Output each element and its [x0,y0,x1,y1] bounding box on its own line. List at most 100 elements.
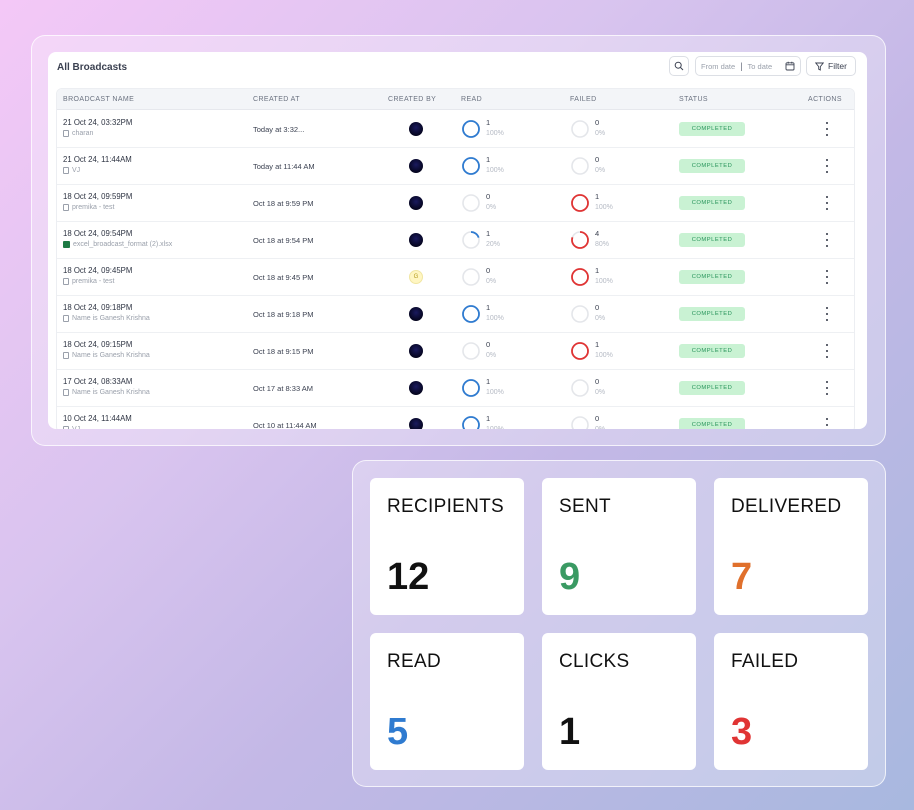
table-row[interactable]: 18 Oct 24, 09:54PM excel_broadcast_format… [57,222,854,259]
broadcast-source-label: VJ [72,426,80,429]
search-button[interactable] [669,56,689,76]
table-row[interactable]: 18 Oct 24, 09:45PM premika - test Oct 18 a… [57,259,854,296]
page-title: All Broadcasts [57,62,128,73]
search-icon [674,61,684,71]
broadcast-source-label: premika - test [72,204,115,211]
more-actions-icon[interactable] [825,418,829,429]
table-row[interactable]: 21 Oct 24, 11:44AM VJ Today at 11:44 AM 1 10… [57,148,854,185]
failed-progress-ring [571,157,589,175]
failed-count: 0 [595,155,600,164]
avatar [409,344,423,358]
file-icon [63,167,69,174]
broadcast-name[interactable]: 21 Oct 24, 11:44AM [63,155,132,164]
failed-progress-ring [571,416,589,429]
broadcast-name[interactable]: 21 Oct 24, 03:32PM [63,118,133,127]
failed-progress-ring [571,379,589,397]
failed-progress-ring [571,342,589,360]
broadcast-source: VJ [63,167,80,174]
col-created-at[interactable]: CREATED AT [253,96,300,103]
created-at: Oct 18 at 9:59 PM [253,199,314,208]
status-badge: COMPLETED [679,307,745,321]
stat-card-sent: SENT 9 [542,478,696,615]
file-icon [63,204,69,211]
broadcast-source-label: Name is Ganesh Krishna [72,315,150,322]
stat-value: 9 [559,556,581,598]
created-at: Oct 18 at 9:18 PM [253,310,314,319]
more-actions-icon[interactable] [825,270,829,284]
filter-button[interactable]: Filter [806,56,856,76]
col-status[interactable]: STATUS [679,96,708,103]
more-actions-icon[interactable] [825,344,829,358]
to-date-field[interactable]: To date [747,61,773,71]
broadcasts-table: BROADCAST NAME CREATED AT CREATED BY REA… [56,88,855,429]
read-progress-ring [462,120,480,138]
table-row[interactable]: 18 Oct 24, 09:15PM Name is Ganesh Krishna… [57,333,854,370]
broadcast-name[interactable]: 17 Oct 24, 08:33AM [63,377,133,386]
calendar-icon[interactable] [785,61,795,71]
status-badge: COMPLETED [679,196,745,210]
status-badge: COMPLETED [679,159,745,173]
avatar [409,159,423,173]
more-actions-icon[interactable] [825,159,829,173]
broadcast-name[interactable]: 18 Oct 24, 09:45PM [63,266,133,275]
created-at: Oct 18 at 9:15 PM [253,347,314,356]
file-icon [63,389,69,396]
broadcast-name[interactable]: 10 Oct 24, 11:44AM [63,414,132,423]
table-row[interactable]: 21 Oct 24, 03:32PM charan Today at 3:32...… [57,111,854,148]
read-percent: 100% [486,426,504,429]
col-read[interactable]: READ [461,96,483,103]
failed-percent: 100% [595,278,613,285]
stat-value: 7 [731,556,753,598]
read-percent: 20% [486,241,501,248]
avatar [409,122,423,136]
avatar: G [409,270,423,284]
read-progress-ring [462,342,480,360]
table-row[interactable]: 18 Oct 24, 09:18PM Name is Ganesh Krishna… [57,296,854,333]
read-percent: 0% [486,352,497,359]
broadcast-source: premika - test [63,278,114,285]
col-created-by[interactable]: CREATED BY [388,96,437,103]
status-badge: COMPLETED [679,270,745,284]
broadcast-name[interactable]: 18 Oct 24, 09:59PM [63,192,133,201]
avatar [409,196,423,210]
failed-progress-ring [571,305,589,323]
from-date-field[interactable]: From date [701,61,736,71]
broadcast-name[interactable]: 18 Oct 24, 09:18PM [63,303,133,312]
table-row[interactable]: 10 Oct 24, 11:44AM VJ Oct 10 at 11:44 AM 1 1… [57,407,854,429]
more-actions-icon[interactable] [825,122,829,136]
date-separator: | [740,61,743,71]
more-actions-icon[interactable] [825,233,829,247]
table-row[interactable]: 17 Oct 24, 08:33AM Name is Ganesh Krishna… [57,370,854,407]
broadcast-name[interactable]: 18 Oct 24, 09:54PM [63,229,133,238]
broadcast-source: Name is Ganesh Krishna [63,352,150,359]
failed-progress-ring [571,120,589,138]
read-percent: 0% [486,278,497,285]
failed-percent: 100% [595,352,613,359]
filter-icon [815,62,825,71]
broadcast-name[interactable]: 18 Oct 24, 09:15PM [63,340,133,349]
read-progress-ring [462,194,480,212]
broadcast-source: Name is Ganesh Krishna [63,389,150,396]
col-failed[interactable]: FAILED [570,96,597,103]
more-actions-icon[interactable] [825,307,829,321]
file-icon [63,315,69,322]
created-at: Oct 18 at 9:45 PM [253,273,314,282]
read-progress-ring [462,268,480,286]
created-at: Oct 17 at 8:33 AM [253,384,314,393]
stat-label: DELIVERED [731,496,842,517]
date-range-picker[interactable]: From date | To date [695,56,801,76]
broadcast-source: excel_broadcast_format (2).xlsx [63,241,172,248]
read-progress-ring [462,157,480,175]
col-broadcast-name[interactable]: BROADCAST NAME [63,96,135,103]
table-row[interactable]: 18 Oct 24, 09:59PM premika - test Oct 18 a… [57,185,854,222]
read-count: 1 [486,155,491,164]
read-percent: 100% [486,389,504,396]
stat-card-failed: FAILED 3 [714,633,868,770]
more-actions-icon[interactable] [825,381,829,395]
filter-label: Filter [828,61,847,71]
failed-count: 1 [595,340,600,349]
broadcasts-panel: All Broadcasts From date | To date Filte… [48,52,867,429]
read-count: 0 [486,266,491,275]
more-actions-icon[interactable] [825,196,829,210]
read-percent: 100% [486,130,504,137]
